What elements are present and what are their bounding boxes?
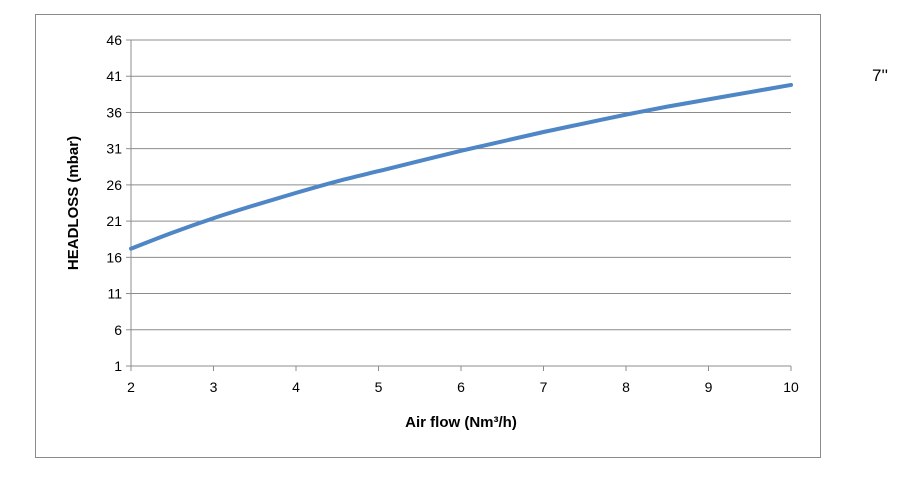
y-tick-label: 11 [107, 286, 122, 302]
x-tick-label: 8 [622, 379, 630, 395]
x-axis-title: Air flow (Nm³/h) [405, 414, 517, 431]
side-label: 7'' [872, 66, 888, 85]
gridlines [131, 39, 791, 331]
series-line-0 [129, 82, 793, 251]
y-axis-title: HEADLOSS (mbar) [65, 136, 82, 270]
y-tick-label: 16 [106, 249, 122, 265]
x-tick-label: 3 [210, 379, 218, 395]
x-tick-labels: 2 3 4 5 6 7 8 9 10 [127, 379, 799, 395]
chart-frame: 2 3 4 5 6 7 8 9 10 1 6 11 16 21 26 31 36 41 46 Air flow (… [35, 14, 821, 458]
y-tick-label: 6 [114, 322, 122, 338]
y-tick-label: 36 [106, 104, 122, 120]
axes [126, 39, 792, 371]
series-layer [129, 82, 793, 251]
x-tick-label: 4 [292, 379, 300, 395]
y-tick-label: 41 [106, 68, 122, 84]
x-tick-label: 6 [457, 379, 465, 395]
x-tick-label: 5 [375, 379, 383, 395]
y-tick-label: 46 [106, 32, 122, 48]
x-tick-label: 2 [127, 379, 135, 395]
y-tick-label: 1 [114, 358, 122, 374]
y-tick-label: 26 [106, 177, 122, 193]
y-tick-label: 31 [106, 141, 122, 157]
y-tick-label: 21 [106, 213, 122, 229]
x-tick-label: 9 [705, 379, 713, 395]
x-tick-label: 7 [540, 379, 548, 395]
x-tick-label: 10 [783, 379, 799, 395]
